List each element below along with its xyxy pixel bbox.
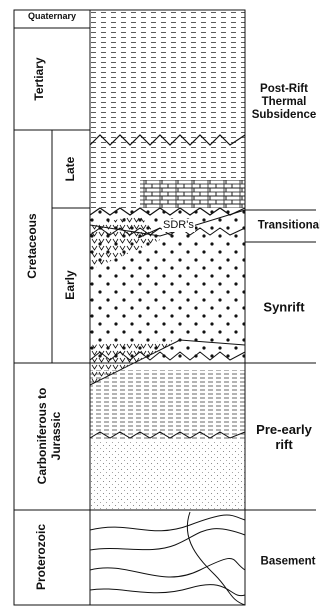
phase-label: Transitional (250, 219, 320, 232)
era-label: Tertiary (33, 34, 47, 124)
lithology (90, 10, 245, 605)
epoch-label: Late (64, 134, 78, 204)
annotation: SDR's (162, 219, 195, 232)
era-label: Proterozoic (35, 512, 49, 602)
phase-label: Pre-early rift (254, 423, 314, 453)
epoch-label: Early (64, 215, 78, 355)
phase-label: Basement (248, 555, 320, 568)
page: Quaternary Tertiary Cretaceous Carbonife… (0, 0, 316, 612)
era-label: Cretaceous (26, 146, 40, 346)
phase-label: Synrift (244, 301, 320, 316)
phase-label: Post-Rift Thermal Subsidence (244, 83, 320, 123)
era-label: Carboniferous to Jurassic (36, 366, 64, 506)
era-label: Quaternary (14, 11, 90, 21)
